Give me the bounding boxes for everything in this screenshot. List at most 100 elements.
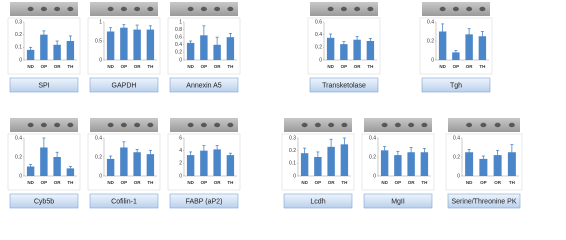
- title-box: [169, 193, 239, 209]
- x-tick-label: OP: [41, 64, 48, 69]
- bar: [106, 158, 115, 176]
- bar: [66, 168, 75, 176]
- x-tick-label: OR: [354, 64, 362, 69]
- y-tick-label: 0.2: [453, 154, 460, 160]
- x-tick-label: ND: [327, 64, 334, 69]
- y-tick-label: 0.3: [289, 135, 296, 141]
- chart-title: Tgh: [450, 82, 462, 89]
- x-tick-label: ND: [381, 180, 388, 185]
- chart-title: Lcdh: [310, 198, 325, 205]
- blot-band: [134, 122, 141, 128]
- y-tick-label: 0.2: [315, 45, 322, 51]
- x-tick-label: OP: [121, 180, 128, 185]
- bar: [53, 44, 61, 60]
- bar: [465, 152, 474, 176]
- bar: [407, 152, 415, 176]
- y-tick-label: 0.2: [427, 38, 434, 44]
- blot-band: [340, 6, 347, 12]
- bar: [53, 157, 61, 176]
- x-tick-label: ND: [439, 64, 446, 69]
- blot-band: [200, 122, 207, 128]
- x-tick-label: OP: [201, 64, 208, 69]
- x-tick-label: OP: [201, 180, 208, 185]
- blot-band: [67, 122, 74, 128]
- blot-band: [354, 6, 361, 12]
- title-box: [89, 193, 159, 209]
- blot-band: [466, 6, 473, 12]
- y-tick-label: 0.1: [289, 161, 296, 167]
- bar: [452, 52, 460, 60]
- blot-band: [27, 122, 34, 128]
- x-tick-label: ND: [301, 180, 308, 185]
- bar: [213, 149, 221, 176]
- x-tick-label: TH: [367, 64, 373, 69]
- y-tick-label: 0.4: [175, 42, 182, 48]
- title-box: [9, 77, 79, 93]
- x-tick-label: OR: [54, 180, 62, 185]
- y-tick-label: 0: [373, 173, 376, 179]
- y-tick-label: 0.3: [15, 19, 22, 25]
- blot-band: [67, 6, 74, 12]
- blot-band: [187, 122, 194, 128]
- x-tick-label: OR: [54, 64, 62, 69]
- bar: [120, 27, 128, 60]
- y-tick-label: 0: [293, 173, 296, 179]
- y-tick-label: 0.2: [15, 32, 22, 38]
- y-tick-label: 0: [431, 57, 434, 63]
- blot-band: [367, 6, 374, 12]
- y-tick-label: 0.1: [15, 45, 22, 51]
- blot-band: [27, 6, 34, 12]
- chart-title: Annexin A5: [186, 82, 222, 89]
- blot-band: [480, 122, 487, 128]
- blot-band: [40, 122, 47, 128]
- bar: [40, 34, 48, 60]
- blot-band: [327, 6, 334, 12]
- x-tick-label: ND: [187, 64, 194, 69]
- title-box: [169, 77, 239, 93]
- bar: [300, 153, 309, 176]
- blot-band: [227, 122, 234, 128]
- y-tick-label: 0: [19, 57, 22, 63]
- chart-title: MgII: [391, 198, 405, 205]
- bar: [327, 146, 335, 176]
- bar: [394, 155, 402, 176]
- title-box: [421, 77, 491, 93]
- x-tick-label: OP: [395, 180, 402, 185]
- y-tick-label: 0.4: [369, 135, 376, 141]
- blot-band: [439, 6, 446, 12]
- bar: [186, 155, 195, 176]
- x-tick-label: TH: [67, 180, 73, 185]
- blot-band: [328, 122, 335, 128]
- bar: [26, 166, 35, 176]
- blot-band: [120, 6, 127, 12]
- title-box: [283, 193, 353, 209]
- bar: [133, 29, 141, 60]
- bar: [353, 39, 361, 60]
- bar: [340, 144, 349, 176]
- x-tick-label: OP: [480, 180, 487, 185]
- x-tick-label: OR: [466, 64, 474, 69]
- x-tick-label: TH: [509, 180, 515, 185]
- x-tick-label: ND: [27, 64, 34, 69]
- blot-band: [214, 6, 221, 12]
- y-tick-label: 6: [179, 135, 182, 141]
- y-tick-label: 0: [99, 57, 102, 63]
- bar: [340, 44, 348, 60]
- y-tick-label: 0.4: [453, 135, 460, 141]
- blot-band: [408, 122, 415, 128]
- x-tick-label: TH: [227, 180, 233, 185]
- blot-band: [314, 122, 321, 128]
- title-box: [309, 77, 379, 93]
- blot-band: [466, 122, 473, 128]
- y-tick-label: 0.8: [175, 27, 182, 33]
- blot-band: [54, 6, 61, 12]
- title-box: [363, 193, 433, 209]
- bar: [479, 158, 488, 176]
- x-tick-label: OR: [328, 180, 336, 185]
- x-tick-label: TH: [421, 180, 427, 185]
- bar: [26, 49, 35, 60]
- bar: [380, 150, 389, 176]
- blot-band: [301, 122, 308, 128]
- bar: [186, 42, 195, 60]
- bar: [314, 157, 322, 176]
